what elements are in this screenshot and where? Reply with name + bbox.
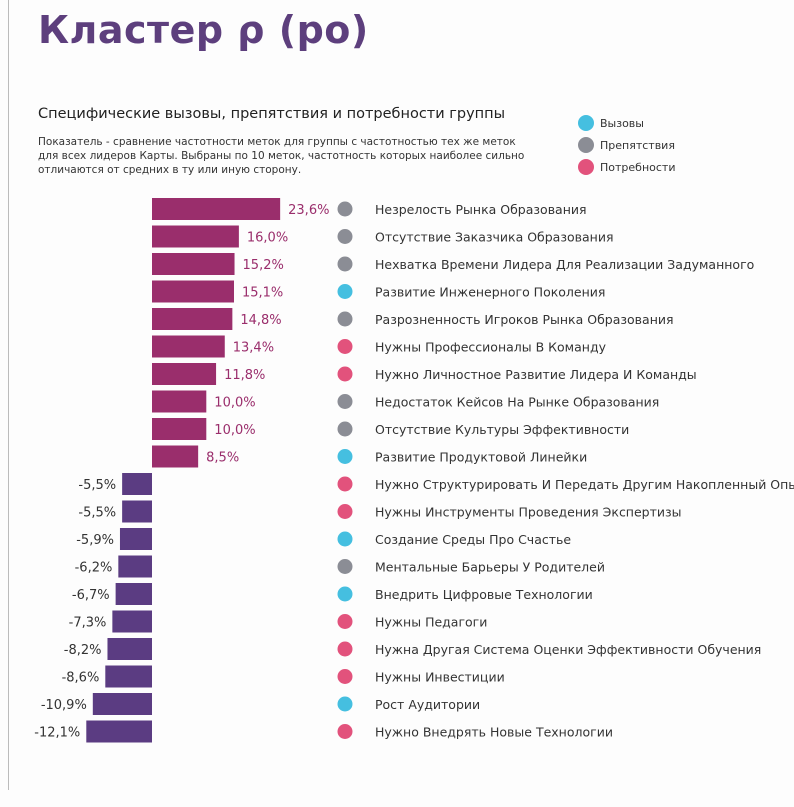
bar (112, 610, 152, 633)
data-label: 13,4% (233, 341, 274, 356)
category-label: Незрелость Рынка Образования (375, 202, 587, 217)
bar (152, 390, 207, 413)
data-label: 8,5% (206, 451, 239, 466)
bar (86, 720, 152, 743)
category-dot-icon (337, 311, 353, 327)
category-dot-icon (337, 421, 353, 437)
bar (119, 528, 152, 550)
category-dot-icon (337, 284, 353, 299)
category-dot-icon (337, 559, 353, 574)
bar (152, 280, 234, 303)
bar (152, 335, 225, 358)
category-dot-icon (337, 614, 353, 629)
category-dot-icon (337, 724, 353, 739)
category-dot-icon (337, 669, 353, 684)
legend-item-challenge: Вызовы (578, 112, 675, 134)
legend-item-need: Потребности (578, 156, 675, 178)
bar (152, 445, 199, 468)
category-dot-icon (337, 256, 353, 272)
data-label: -5,9% (76, 533, 114, 548)
data-label: 16,0% (247, 231, 288, 246)
category-dot-icon (337, 394, 353, 409)
legend-dot-icon (578, 115, 594, 131)
legend-label: Препятствия (600, 138, 675, 152)
category-label: Нехватка Времени Лидера Для Реализации З… (375, 257, 754, 272)
data-label: -8,2% (64, 643, 102, 658)
bar (152, 363, 217, 385)
data-label: -6,7% (72, 588, 110, 603)
category-label: Отсутствие Заказчика Образования (375, 230, 613, 245)
category-dot-icon (337, 696, 353, 712)
legend-dot-icon (578, 159, 594, 175)
category-label: Создание Среды Про Счастье (375, 532, 571, 547)
bar (115, 583, 152, 605)
legend-item-obstacle: Препятствия (578, 134, 675, 156)
category-dot-icon (337, 586, 353, 602)
category-label: Нужны Профессионалы В Команду (375, 340, 607, 355)
category-label: Развитие Инженерного Поколения (375, 285, 605, 300)
category-dot-icon (337, 201, 353, 217)
category-dot-icon (337, 449, 353, 464)
category-label: Нужно Личностное Развитие Лидера И Коман… (375, 367, 697, 382)
category-dot-icon (337, 531, 353, 547)
category-label: Внедрить Цифровые Технологии (375, 587, 593, 602)
data-label: 10,0% (214, 423, 255, 438)
bar (152, 308, 233, 330)
category-dot-icon (337, 476, 353, 492)
category-label: Разрозненность Игроков Рынка Образования (375, 312, 674, 327)
chart-description: Показатель - сравнение частотности меток… (38, 136, 525, 176)
bar (122, 473, 152, 495)
bar (105, 665, 152, 688)
category-label: Нужно Структурировать И Передать Другим … (375, 477, 794, 492)
category-dot-icon (337, 339, 353, 354)
category-dot-icon (337, 641, 353, 657)
data-label: 11,8% (224, 368, 265, 383)
bar (152, 198, 281, 220)
data-label: 15,1% (242, 286, 283, 301)
category-label: Рост Аудитории (375, 697, 480, 712)
data-label: -7,3% (69, 616, 107, 631)
data-label: -12,1% (34, 726, 80, 741)
data-label: 15,2% (243, 258, 284, 273)
category-dot-icon (337, 504, 353, 519)
legend: Вызовы Препятствия Потребности (578, 112, 675, 178)
legend-dot-icon (578, 137, 594, 153)
category-label: Нужна Другая Система Оценки Эффективност… (375, 642, 761, 657)
bar (122, 500, 152, 523)
data-label: -5,5% (78, 478, 116, 493)
category-dot-icon (337, 229, 353, 244)
category-dot-icon (337, 366, 353, 382)
data-label: -10,9% (41, 698, 87, 713)
scan-border (8, 0, 9, 790)
category-label: Отсутствие Культуры Эффективности (375, 422, 629, 437)
bar (152, 225, 239, 248)
chart-subtitle: Специфические вызовы, препятствия и потр… (38, 106, 506, 122)
data-label: -6,2% (75, 561, 113, 576)
category-label: Нужны Инвестиции (375, 670, 505, 685)
data-label: -5,5% (78, 506, 116, 521)
legend-label: Вызовы (600, 116, 644, 130)
category-label: Нужно Внедрять Новые Технологии (375, 725, 613, 740)
data-label: 23,6% (288, 203, 329, 218)
data-label: 14,8% (240, 313, 281, 328)
data-label: -8,6% (62, 671, 100, 686)
bar (118, 555, 152, 578)
bar (107, 638, 152, 660)
data-label: 10,0% (214, 396, 255, 411)
bar (92, 693, 152, 715)
bar (152, 418, 207, 440)
category-label: Ментальные Барьеры У Родителей (375, 560, 605, 575)
category-label: Нужны Инструменты Проведения Экспертизы (375, 505, 682, 520)
page-title: Кластер ρ (ро) (38, 8, 369, 52)
category-label: Развитие Продуктовой Линейки (375, 450, 587, 465)
category-label: Недостаток Кейсов На Рынке Образования (375, 395, 659, 410)
bar (152, 253, 235, 275)
legend-label: Потребности (600, 160, 676, 174)
category-label: Нужны Педагоги (375, 615, 487, 630)
